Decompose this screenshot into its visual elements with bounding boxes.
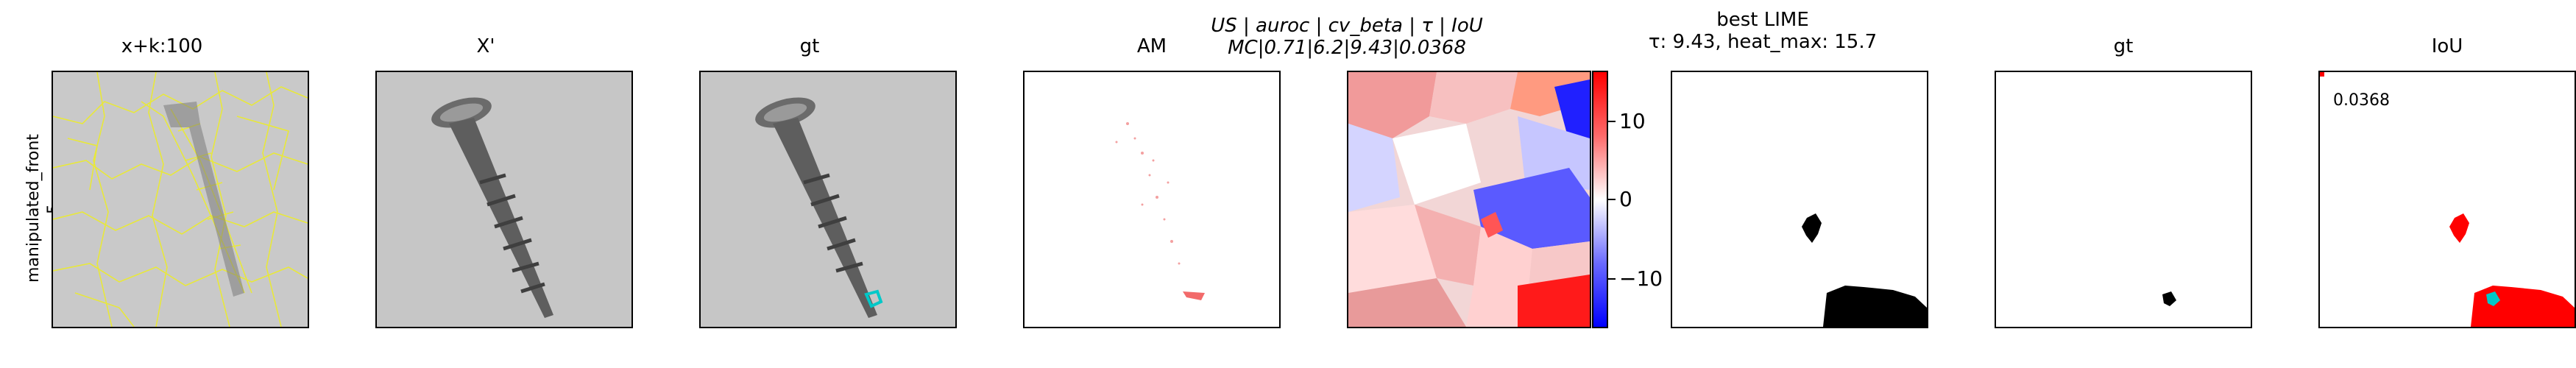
iou-image [2320, 72, 2575, 327]
iou-value-label: 0.0368 [2333, 91, 2390, 110]
heatmap-image [1348, 72, 1590, 327]
panel-heatmap [1347, 71, 1591, 328]
panel-attribution-map [1023, 71, 1281, 328]
screw-image [377, 72, 631, 327]
panel-8-title: IoU [2431, 35, 2463, 57]
panel-iou: 0.0368 [2318, 71, 2576, 328]
colorbar-tick-label-mid: 0 [1619, 187, 1632, 211]
panel-ground-truth-image [699, 71, 957, 328]
lime-mask-image [1672, 72, 1927, 327]
panel-6-title-line1: best LIME [1716, 9, 1809, 31]
row-label-line1: manipulated_front [24, 134, 43, 283]
colorbar [1592, 71, 1608, 328]
colorbar-tick-label-top: 10 [1619, 109, 1646, 133]
panel-lime-mask [1671, 71, 1928, 328]
attribution-map [1025, 72, 1279, 327]
gt-mask-image [1996, 72, 2251, 327]
panel-ground-truth-mask [1995, 71, 2252, 328]
panel-7-title: gt [2113, 35, 2134, 57]
screw-gt-image [701, 72, 955, 327]
panel-superpixels [52, 71, 309, 328]
panel-6-title: best LIME τ: 9.43, heat_max: 15.7 [1579, 9, 1947, 53]
panel-5-title: US | auroc | cv_beta | τ | IoU MC|0.71|6… [1163, 15, 1531, 59]
panel-5-title-line2: MC|0.71|6.2|9.43|0.0368 [1228, 37, 1466, 59]
panel-6-title-line2: τ: 9.43, heat_max: 15.7 [1648, 31, 1878, 53]
colorbar-tick [1608, 199, 1616, 200]
panel-5-title-line1: US | auroc | cv_beta | τ | IoU [1211, 15, 1483, 37]
superpixel-image [53, 72, 308, 327]
panel-input-image [375, 71, 633, 328]
panel-1-title: x+k:100 [121, 35, 203, 57]
colorbar-tick [1608, 278, 1616, 280]
colorbar-tick [1608, 121, 1616, 122]
panel-3-title: gt [799, 35, 820, 57]
colorbar-tick-label-bottom: −10 [1619, 266, 1663, 291]
panel-2-title: X' [476, 35, 495, 57]
panel-4-title: AM [1136, 35, 1167, 57]
